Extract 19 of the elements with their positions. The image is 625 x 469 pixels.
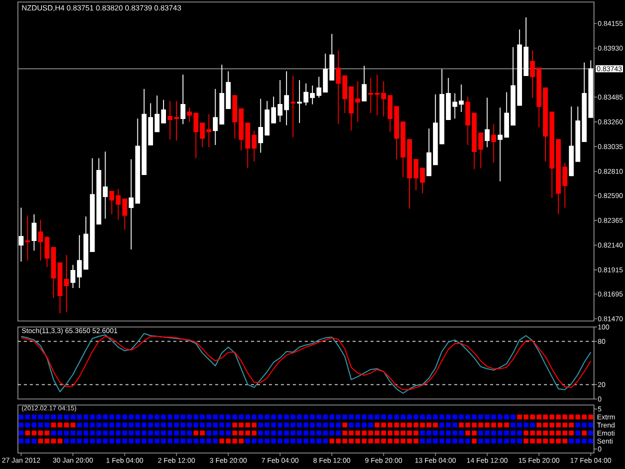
candlestick [102,151,108,220]
candlestick [212,88,218,146]
candlestick [18,207,24,262]
candlestick [484,97,490,148]
candlestick [465,96,470,146]
candlestick [25,214,30,261]
candlestick [290,75,296,138]
candlestick [362,65,367,102]
candlestick [491,124,496,164]
candlestick [342,75,348,114]
candlestick [32,214,36,252]
candlestick [109,190,114,215]
candlestick [355,80,360,122]
candlestick [116,188,121,220]
candlestick [336,50,341,125]
candlestick [122,198,128,230]
candlestick [478,132,484,169]
candlestick [180,74,186,125]
candlestick [458,84,464,112]
